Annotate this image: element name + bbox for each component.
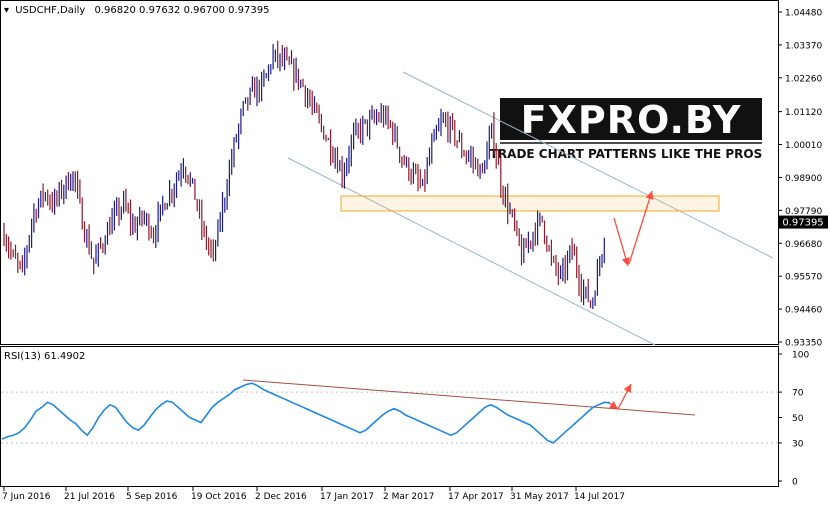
rsi-arrow-up-head (623, 384, 631, 393)
chart-title: ▾ USDCHF,Daily 0.96820 0.97632 0.96700 0… (4, 5, 269, 16)
rsi-trendline (242, 379, 696, 416)
price-tick-label: 1.01120 (785, 108, 822, 118)
rsi-tick-label: 70 (792, 389, 804, 399)
channel-upper-line (402, 71, 774, 259)
rsi-tick-label: 100 (792, 351, 809, 361)
rsi-series (1, 382, 611, 444)
forecast-arrow-up (628, 190, 653, 265)
price-bars (3, 40, 605, 310)
time-tick-label: 17 Apr 2017 (448, 492, 504, 502)
rsi-pane-frame (0, 346, 779, 487)
price-tick-label: 0.93350 (785, 339, 822, 349)
rsi-arrow-down-head (609, 401, 618, 409)
channel-lower-line (287, 157, 656, 346)
rsi-tick-label: 50 (792, 414, 804, 424)
time-tick-label: 19 Oct 2016 (191, 492, 247, 502)
price-tick-label: 0.94460 (785, 306, 822, 316)
annotations (242, 71, 774, 416)
price-tick-label: 1.03370 (785, 41, 822, 51)
resistance-zone (340, 195, 720, 212)
time-tick-label: 17 Jan 2017 (320, 492, 374, 502)
time-axis: 7 Jun 2016 21 Jul 2016 5 Sep 2016 19 Oct 20… (2, 487, 625, 502)
price-tick-label: 1.02260 (785, 74, 822, 84)
price-tick-label: 0.98900 (785, 174, 822, 184)
rsi-line (1, 382, 611, 444)
rsi-tick-label: 0 (792, 478, 798, 488)
price-tick-label: 0.97790 (785, 207, 822, 217)
price-tick-label: 1.00010 (785, 141, 822, 151)
dropdown-arrow-icon[interactable]: ▾ (4, 5, 9, 16)
symbol-timeframe: USDCHF,Daily (15, 5, 85, 16)
price-pane-frame (0, 0, 779, 345)
price-tick-label: 1.04480 (785, 9, 822, 19)
time-tick-label: 21 Jul 2016 (64, 492, 115, 502)
time-tick-label: 5 Sep 2016 (126, 492, 178, 502)
time-tick-label: 31 May 2017 (510, 492, 569, 502)
price-axis: 1.04480 1.03370 1.02260 1.01120 1.00010 0.989… (778, 9, 822, 349)
rsi-axis: 100 70 50 30 0 (1, 351, 809, 488)
time-tick-label: 2 Mar 2017 (383, 492, 434, 502)
last-price-tag: 0.97395 (779, 215, 828, 229)
price-tick-label: 0.95570 (785, 273, 822, 283)
logo-text: FXPRO.BY (521, 98, 742, 142)
forecast-arrow-down (613, 217, 629, 267)
forecast-arrow-up-head (645, 191, 654, 200)
time-tick-label: 2 Dec 2016 (255, 492, 307, 502)
time-tick-label: 14 Jul 2017 (574, 492, 625, 502)
rsi-title: RSI(13) 61.4902 (4, 351, 85, 362)
ohlc-values: 0.96820 0.97632 0.96700 0.97395 (95, 5, 270, 16)
rsi-tick-label: 30 (792, 439, 804, 449)
forecast-arrow-down-head (621, 257, 630, 266)
time-tick-label: 7 Jun 2016 (2, 492, 51, 502)
fxpro-logo: FXPRO.BY TRADE CHART PATTERNS LIKE THE P… (490, 98, 763, 161)
last-price-label: 0.97395 (782, 218, 823, 229)
logo-tagline: TRADE CHART PATTERNS LIKE THE PROS (490, 147, 763, 161)
price-tick-label: 0.96680 (785, 240, 822, 250)
